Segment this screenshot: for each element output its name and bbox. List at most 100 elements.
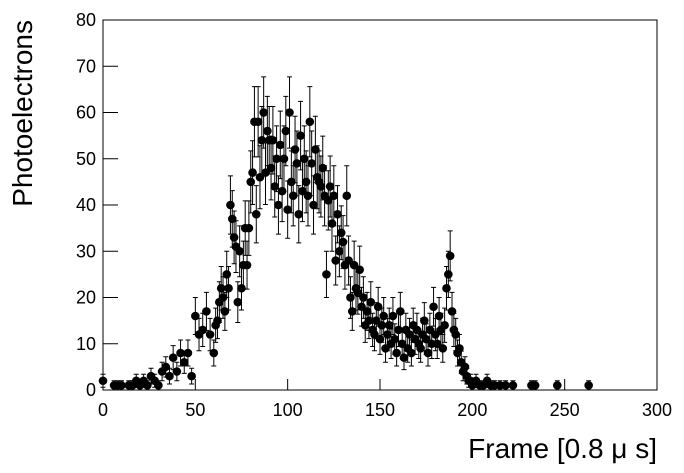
data-point <box>329 191 339 201</box>
data-point <box>420 316 429 325</box>
x-tick-label: 200 <box>457 400 487 420</box>
x-tick-label: 150 <box>365 400 395 420</box>
data-point <box>366 297 376 307</box>
data-point <box>209 348 219 358</box>
data-point <box>501 381 510 390</box>
data-point <box>377 320 387 330</box>
data-point <box>390 334 400 344</box>
data-point <box>233 297 243 307</box>
data-point <box>335 246 344 256</box>
data-point <box>222 270 232 279</box>
data-point <box>362 307 372 316</box>
data-point <box>270 182 280 191</box>
data-point <box>202 307 211 316</box>
data-point <box>216 283 226 293</box>
data-point <box>396 307 405 316</box>
data-point <box>272 154 281 164</box>
data-point <box>508 381 518 390</box>
data-point <box>336 228 346 238</box>
data-point <box>224 283 233 293</box>
data-point <box>205 330 215 339</box>
data-point <box>274 200 283 210</box>
data-point <box>309 200 318 210</box>
data-point <box>213 316 222 325</box>
data-point <box>444 270 453 279</box>
data-point <box>187 371 196 381</box>
data-point <box>379 311 388 321</box>
data-point <box>392 348 401 358</box>
y-tick-label: 70 <box>76 56 96 76</box>
data-point <box>237 283 246 293</box>
data-point <box>227 214 237 224</box>
data-point <box>183 348 193 358</box>
data-point <box>451 330 461 339</box>
data-point <box>253 117 263 127</box>
data-point <box>447 307 457 316</box>
data-point <box>296 131 305 140</box>
data-point <box>287 177 296 187</box>
x-axis-title: Frame [0.8 μ s] <box>468 433 657 464</box>
data-point <box>316 182 326 191</box>
data-point <box>333 209 342 219</box>
y-tick-label: 0 <box>86 380 96 400</box>
data-point <box>283 205 292 214</box>
data-point <box>530 381 540 390</box>
data-point <box>172 367 182 376</box>
data-point <box>277 186 287 196</box>
data-point <box>290 145 300 154</box>
data-point <box>246 177 256 187</box>
data-point <box>299 154 309 164</box>
y-tick-label: 30 <box>76 241 96 261</box>
data-point <box>263 126 272 136</box>
data-point <box>338 237 348 247</box>
data-point <box>407 348 416 358</box>
data-point <box>179 357 189 367</box>
data-point <box>235 246 244 256</box>
data-point <box>331 256 340 265</box>
data-point <box>229 233 239 242</box>
y-axis-title: Photoelectrons <box>7 20 38 207</box>
data-point <box>198 325 208 335</box>
data-point <box>440 320 449 330</box>
data-point <box>394 325 403 335</box>
data-point <box>399 353 409 362</box>
y-tick-label: 10 <box>76 334 96 354</box>
data-point <box>364 316 374 325</box>
data-point <box>434 311 444 321</box>
data-point <box>176 348 185 358</box>
data-point <box>191 311 200 321</box>
data-point <box>322 270 331 279</box>
data-point <box>307 159 316 168</box>
data-point <box>442 283 451 293</box>
data-point <box>455 344 464 353</box>
data-point <box>281 126 291 136</box>
data-point <box>257 135 267 145</box>
data-point <box>168 353 178 362</box>
data-point <box>325 182 335 191</box>
data-point <box>375 334 385 344</box>
data-point <box>384 320 394 330</box>
data-point <box>165 371 174 381</box>
data-point <box>266 163 276 173</box>
data-point <box>342 191 352 201</box>
y-tick-label: 20 <box>76 288 96 308</box>
data-point <box>226 200 235 210</box>
data-point <box>294 209 304 219</box>
data-point <box>373 302 383 312</box>
data-point <box>388 311 398 321</box>
data-point <box>161 362 171 372</box>
data-point <box>220 307 230 316</box>
data-point <box>346 293 355 302</box>
data-point <box>359 293 368 302</box>
y-tick-label: 80 <box>76 10 96 30</box>
data-point <box>318 163 328 173</box>
data-point <box>301 177 311 187</box>
data-point <box>244 223 254 233</box>
data-point <box>218 293 228 302</box>
x-tick-label: 0 <box>98 400 108 420</box>
data-point <box>445 251 455 261</box>
data-point <box>327 219 337 228</box>
data-point <box>259 108 268 117</box>
x-tick-label: 300 <box>642 400 672 420</box>
